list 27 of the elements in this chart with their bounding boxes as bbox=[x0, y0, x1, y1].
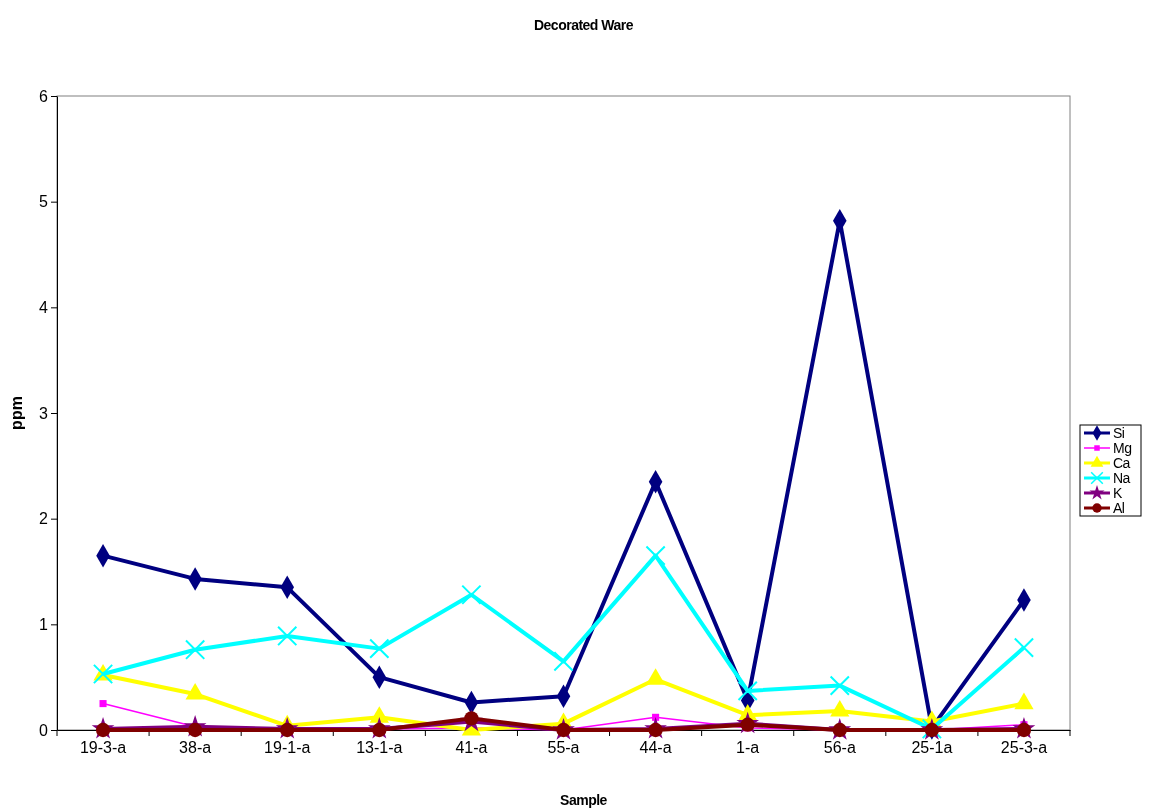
x-tick-label: 55-a bbox=[547, 739, 580, 757]
x-tick-label: 19-3-a bbox=[79, 739, 127, 757]
legend-label: Mg bbox=[1113, 440, 1132, 456]
y-tick-label: 5 bbox=[39, 193, 49, 211]
legend-label: Al bbox=[1113, 500, 1125, 516]
x-tick-label: 41-a bbox=[455, 739, 488, 757]
x-tick-label: 25-1a bbox=[911, 739, 953, 757]
y-tick-label: 6 bbox=[39, 87, 49, 105]
y-tick-label: 1 bbox=[39, 615, 49, 633]
y-tick-label: 4 bbox=[39, 298, 49, 316]
legend-label: Na bbox=[1113, 470, 1131, 486]
x-tick-label: 19-1-a bbox=[264, 739, 311, 757]
x-tick-label: 13-1-a bbox=[356, 739, 403, 757]
x-axis-title: Sample bbox=[560, 792, 608, 808]
legend-label: Ca bbox=[1113, 455, 1131, 471]
x-tick-label: 56-a bbox=[823, 739, 856, 757]
legend-label: Si bbox=[1113, 425, 1125, 441]
y-tick-label: 3 bbox=[39, 404, 49, 422]
y-axis-title: ppm bbox=[8, 396, 25, 430]
x-tick-label: 25-3-a bbox=[1000, 739, 1048, 757]
x-tick-label: 1-a bbox=[736, 739, 760, 757]
y-tick-label: 0 bbox=[39, 721, 49, 739]
x-tick-label: 38-a bbox=[179, 739, 212, 757]
x-tick-label: 44-a bbox=[639, 739, 672, 757]
chart-title: Decorated Ware bbox=[533, 17, 634, 33]
y-tick-label: 2 bbox=[39, 510, 49, 528]
legend-label: K bbox=[1113, 485, 1123, 501]
